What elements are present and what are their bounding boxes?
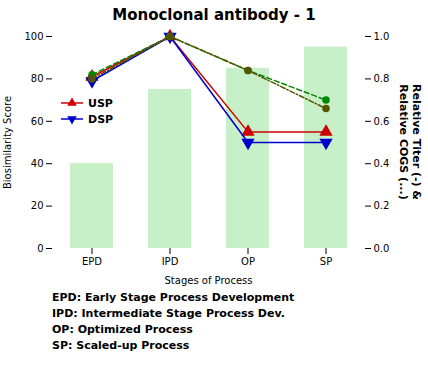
svg-text:Stages of Process: Stages of Process [164, 275, 252, 286]
svg-text:0.2: 0.2 [374, 200, 390, 211]
html-text:Monoclonal antibody - 1: Monoclonal antibody - 1 [112, 6, 316, 24]
svg-text:SP: SP [320, 256, 332, 267]
html-text:OP: Optimized Process: OP: Optimized Process [52, 323, 193, 336]
svg-text:80: 80 [31, 73, 44, 84]
svg-text:0.8: 0.8 [374, 73, 390, 84]
html-text:EPD: Early Stage Process Devel: EPD: Early Stage Process Development [52, 291, 295, 304]
svg-text:60: 60 [31, 116, 44, 127]
html-text:DSP: DSP [88, 112, 114, 126]
svg-text:100: 100 [24, 31, 43, 42]
svg-text:0: 0 [37, 243, 43, 254]
svg-text:0.4: 0.4 [374, 158, 390, 169]
html-text:Relative Titer (-) & Relative: Relative Titer (-) & Relative COGS (...) [397, 84, 423, 200]
svg-text:EPD: EPD [82, 256, 102, 267]
svg-text:IPD: IPD [162, 256, 179, 267]
svg-text:1.0: 1.0 [374, 31, 390, 42]
svg-text:OP: OP [241, 256, 255, 267]
svg-text:0.0: 0.0 [374, 243, 390, 254]
html-text:USP: USP [88, 96, 113, 110]
svg-text:0.6: 0.6 [374, 116, 390, 127]
svg-text:Biosimilarity Score: Biosimilarity Score [2, 96, 13, 189]
svg-text:20: 20 [31, 200, 44, 211]
html-text:SP: Scaled-up Process: SP: Scaled-up Process [52, 339, 190, 352]
html-text:IPD: Intermediate Stage Proces: IPD: Intermediate Stage Process Dev. [52, 307, 285, 320]
svg-text:40: 40 [31, 158, 44, 169]
